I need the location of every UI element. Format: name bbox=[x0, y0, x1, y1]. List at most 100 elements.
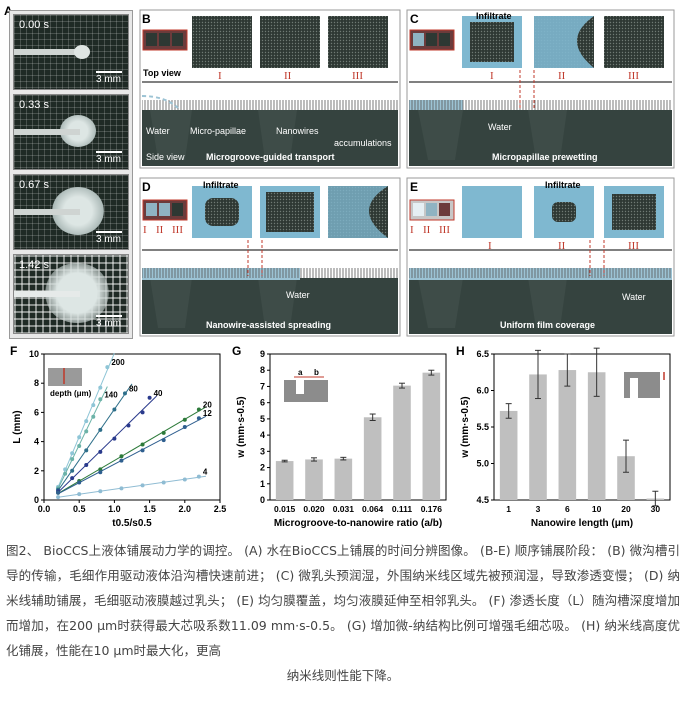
y-tick-label: 6 bbox=[34, 407, 39, 417]
nanowires-label: Nanowires bbox=[276, 126, 319, 136]
roman-3: III bbox=[628, 240, 639, 252]
infiltrate-label: Infiltrate bbox=[545, 180, 581, 190]
caption-text: 图2、 BioCCS上液体铺展动力学的调控。 (A) 水在BioCCS上铺展的时… bbox=[6, 543, 680, 658]
panel-d bbox=[139, 177, 401, 337]
data-point bbox=[196, 416, 201, 421]
side-view-label: Side view bbox=[146, 152, 185, 162]
roman-1: I bbox=[488, 240, 492, 252]
panel-a-tile-1: 0.00 s 3 mm bbox=[13, 14, 129, 90]
y-tick-label: 2 bbox=[260, 463, 265, 473]
scale-bar: 3 mm bbox=[96, 71, 122, 85]
bar bbox=[617, 456, 635, 500]
plot-frame bbox=[43, 353, 221, 501]
y-tick-label: 10 bbox=[29, 349, 39, 359]
bar bbox=[393, 385, 411, 500]
inset-block bbox=[284, 380, 328, 402]
roman-3: III bbox=[628, 70, 639, 82]
data-point bbox=[126, 423, 131, 428]
inset-block bbox=[624, 372, 660, 398]
roman-2: II bbox=[423, 224, 431, 236]
data-point bbox=[98, 489, 103, 494]
panel-b-label: B bbox=[142, 12, 151, 26]
data-point bbox=[98, 449, 103, 454]
roman-1: I bbox=[143, 224, 147, 236]
bar bbox=[558, 370, 577, 500]
x-tick-label: 1.5 bbox=[143, 504, 156, 514]
data-point bbox=[140, 410, 145, 415]
x-tick-label: 1.0 bbox=[108, 504, 121, 514]
data-point bbox=[140, 442, 145, 447]
bar bbox=[275, 461, 294, 500]
panel-f-label: F bbox=[10, 344, 18, 358]
data-point bbox=[122, 391, 127, 396]
data-point bbox=[77, 435, 82, 440]
panel-d-title: Nanowire-assisted spreading bbox=[206, 320, 332, 330]
roman-3: III bbox=[439, 224, 450, 236]
roman-1: I bbox=[490, 70, 494, 82]
chart-h: 4.5 5.0 5.5 6.0 6.5 1 3 6 10 20 30 Nanowire length … bbox=[460, 347, 671, 529]
fit-line bbox=[57, 395, 157, 493]
series-label: 4 bbox=[203, 468, 208, 477]
panel-b bbox=[139, 9, 401, 169]
schematics-svg bbox=[139, 9, 675, 337]
panel-b-title: Microgroove-guided transport bbox=[206, 152, 335, 162]
y-tick-label: 9 bbox=[260, 349, 265, 359]
top-view-label: Top view bbox=[143, 68, 181, 78]
panel-c-title: Micropapillae prewetting bbox=[492, 152, 598, 162]
y-tick-label: 7 bbox=[260, 381, 265, 391]
x-axis-label: Nanowire length (μm) bbox=[531, 518, 633, 529]
y-tick-label: 4 bbox=[34, 437, 39, 447]
x-tick-label: 2.0 bbox=[179, 504, 192, 514]
y-tick-label: 4 bbox=[260, 430, 265, 440]
y-tick-label: 0 bbox=[260, 495, 265, 505]
bar bbox=[363, 417, 382, 500]
caption-text-end: 纳米线则性能下降。 bbox=[286, 668, 400, 683]
data-point bbox=[98, 467, 103, 472]
x-tick-label: 3 bbox=[536, 504, 541, 514]
time-label: 0.00 s bbox=[19, 19, 49, 31]
panel-e-title: Uniform film coverage bbox=[500, 320, 596, 330]
y-tick-label: 8 bbox=[34, 378, 39, 388]
y-tick-label: 2 bbox=[34, 466, 39, 476]
data-point bbox=[105, 365, 110, 370]
y-tick-label: 3 bbox=[260, 446, 265, 456]
x-tick-label: 0.0 bbox=[38, 504, 51, 514]
data-point bbox=[112, 407, 117, 412]
series-label: 12 bbox=[203, 409, 212, 418]
data-point bbox=[182, 477, 187, 482]
data-point bbox=[91, 403, 96, 408]
data-point bbox=[140, 448, 145, 453]
panel-a-tile-3: 0.67 s 3 mm bbox=[13, 174, 129, 250]
panel-a: 0.00 s 3 mm 0.33 s 3 mm 0.67 s 3 mm 1.42… bbox=[9, 10, 133, 339]
panel-e bbox=[406, 177, 675, 337]
data-point bbox=[70, 457, 75, 462]
plot-frame bbox=[269, 353, 447, 501]
chart-g: 0 1 2 3 4 5 6 7 8 9 0.015 0.020 0.031 0.064 0.111 0.176… bbox=[236, 349, 447, 529]
inset-block bbox=[48, 368, 82, 386]
time-label: 0.67 s bbox=[19, 179, 49, 191]
roman-3: III bbox=[172, 224, 183, 236]
water-label: Water bbox=[146, 126, 170, 136]
data-point bbox=[182, 425, 187, 429]
water-label: Water bbox=[488, 122, 512, 132]
inset-b-label: b bbox=[314, 368, 319, 377]
panel-a-tile-4: 1.42 s 3 mm bbox=[13, 254, 129, 334]
roman-1: I bbox=[410, 224, 414, 236]
data-point bbox=[161, 480, 166, 485]
data-point bbox=[147, 395, 152, 400]
x-tick-label: 0.031 bbox=[333, 504, 355, 514]
y-tick-label: 8 bbox=[260, 365, 265, 375]
bar bbox=[587, 372, 606, 500]
fit-line bbox=[57, 383, 133, 491]
data-point bbox=[112, 436, 117, 441]
bar bbox=[529, 374, 547, 500]
series-label: 200 bbox=[111, 358, 125, 367]
water-label: Water bbox=[622, 292, 646, 302]
series-label: 40 bbox=[154, 389, 163, 398]
time-label: 1.42 s bbox=[19, 259, 49, 271]
roman-2: II bbox=[558, 240, 566, 252]
y-tick-label: 5.0 bbox=[476, 459, 489, 469]
data-point bbox=[77, 480, 82, 485]
data-point bbox=[77, 492, 82, 497]
panel-c bbox=[406, 9, 675, 169]
